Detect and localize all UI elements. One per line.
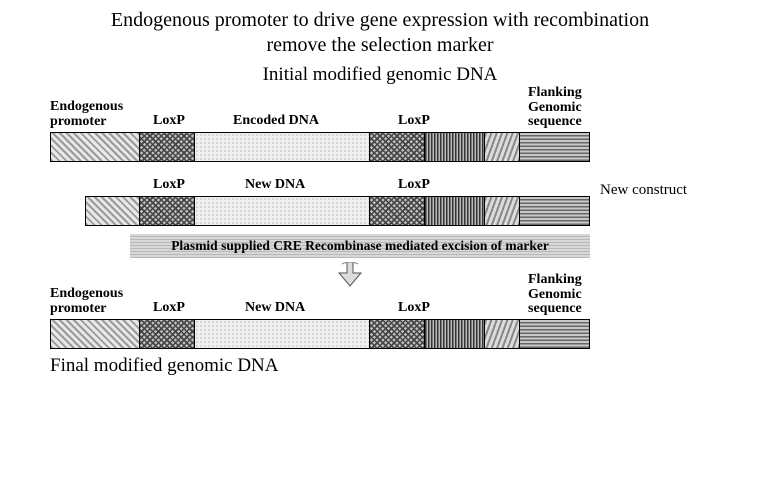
label-loxp-1a: LoxP [153,114,185,129]
seg3-flank [520,319,590,349]
label-new-dna-2: New DNA [245,178,305,193]
title-line-1: Endogenous promoter to drive gene expres… [111,9,649,31]
seg-vstripe [425,132,485,162]
row-final: Endogenous promoter LoxP New DNA LoxP Fl… [30,283,730,349]
label-encoded-dna: Encoded DNA [233,114,319,129]
seg3-loxp-a [140,319,195,349]
label-endogenous-promoter-3: Endogenous promoter [50,287,123,316]
label-endogenous-promoter: Endogenous promoter [50,100,123,129]
main-title: Endogenous promoter to drive gene expres… [30,8,730,58]
seg2-loxp-a [140,196,195,226]
seg3-loxp-b [370,319,425,349]
label-flanking-1: Flanking Genomic sequence [528,86,582,130]
seg-wavy [485,132,520,162]
seg2-pre [85,196,140,226]
seg2-loxp-b [370,196,425,226]
construct-new [85,196,590,226]
seg-loxp-b [370,132,425,162]
construct-final [50,319,590,349]
seg3-promoter [50,319,140,349]
label-loxp-2b: LoxP [398,178,430,193]
seg-promoter [50,132,140,162]
seg2-wavy [485,196,520,226]
seg2-vstripe [425,196,485,226]
seg3-wavy [485,319,520,349]
label-loxp-3b: LoxP [398,301,430,316]
seg-loxp-a [140,132,195,162]
process-box: Plasmid supplied CRE Recombinase mediate… [130,234,590,258]
seg-flank [520,132,590,162]
seg2-newdna [195,196,370,226]
seg3-vstripe [425,319,485,349]
title-line-2: remove the selection marker [266,34,493,56]
construct-initial [50,132,590,162]
subtitle-final: Final modified genomic DNA [50,355,730,377]
row-new-construct: LoxP New DNA LoxP New construct [30,176,730,226]
seg3-newdna [195,319,370,349]
label-loxp-1b: LoxP [398,114,430,129]
process-text: Plasmid supplied CRE Recombinase mediate… [171,238,549,253]
label-loxp-3a: LoxP [153,301,185,316]
labels-row-1: Endogenous promoter LoxP Encoded DNA Lox… [30,96,730,132]
label-flanking-3: Flanking Genomic sequence [528,273,582,317]
label-new-dna-3: New DNA [245,301,305,316]
seg-encoded [195,132,370,162]
subtitle-initial: Initial modified genomic DNA [30,64,730,86]
seg2-flank [520,196,590,226]
row-initial: Endogenous promoter LoxP Encoded DNA Lox… [30,96,730,162]
label-loxp-2a: LoxP [153,178,185,193]
labels-row-3: Endogenous promoter LoxP New DNA LoxP Fl… [30,283,730,319]
side-label-new-construct: New construct [600,182,687,199]
